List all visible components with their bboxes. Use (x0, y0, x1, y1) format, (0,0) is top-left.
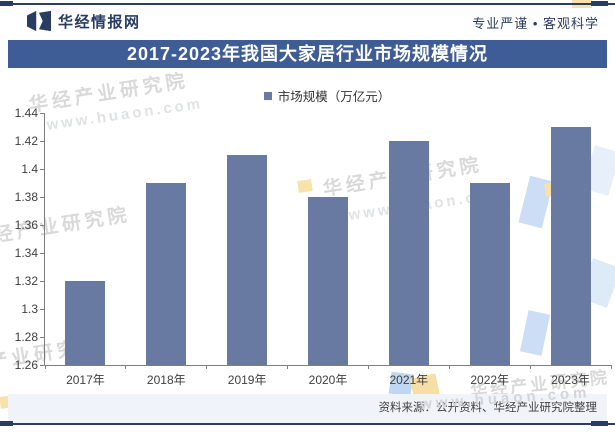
y-axis-tick (40, 280, 44, 282)
y-axis-tick (40, 112, 44, 114)
x-axis-tick (448, 365, 450, 369)
x-axis-tick (44, 365, 46, 369)
bottom-divider-cap (591, 421, 608, 426)
site-header: 华经情报网 (27, 10, 141, 32)
bar-2020年 (308, 197, 348, 365)
site-brand-name: 华经情报网 (58, 13, 141, 31)
top-divider-cap (0, 1, 13, 6)
top-divider (0, 3, 615, 5)
site-slogan: 专业严谨 • 客观科学 (472, 16, 599, 31)
y-axis-tick (40, 336, 44, 338)
bar-chart-plot-area: 1.26 1.28 1.3 1.32 1.34 1.36 1.38 1.4 1.42 1.44 20… (15, 106, 612, 387)
x-axis-label: 2019年 (227, 373, 267, 387)
x-axis-tick (610, 365, 612, 369)
y-axis-tick-label: 1.36 (14, 218, 38, 232)
x-axis-tick (206, 365, 208, 369)
source-text: 资料来源：公开资料、华经产业研究院整理 (378, 402, 598, 414)
legend-swatch-icon (263, 91, 272, 100)
x-axis-tick (287, 365, 289, 369)
bottom-divider-cap (0, 421, 13, 426)
y-axis-tick-label: 1.38 (14, 190, 38, 204)
chart-title: 2017-2023年我国大家居行业市场规模情况 (8, 40, 607, 68)
x-axis-label: 2020年 (308, 373, 348, 387)
y-axis-tick-label: 1.4 (21, 162, 38, 176)
bar-2022年 (469, 183, 510, 365)
x-axis-label: 2022年 (470, 373, 510, 387)
y-axis-tick (40, 308, 44, 310)
y-axis-tick-label: 1.32 (14, 274, 38, 288)
y-axis-tick-label: 1.28 (14, 330, 38, 344)
y-axis-tick-label: 1.44 (14, 106, 38, 120)
x-axis-tick (125, 365, 127, 369)
bar-2019年 (227, 155, 268, 365)
top-divider-cap (591, 1, 608, 6)
y-axis-tick (40, 224, 44, 226)
source-footer: 资料来源：公开资料、华经产业研究院整理 (8, 394, 607, 423)
y-axis-tick-label: 1.3 (21, 302, 38, 316)
bottom-divider (0, 423, 615, 425)
y-axis-tick (40, 252, 44, 254)
bar-2021年 (388, 141, 429, 365)
y-axis-tick-label: 1.34 (14, 246, 38, 260)
y-axis-tick (40, 196, 44, 198)
bar-2018年 (146, 183, 187, 365)
x-axis-label: 2023年 (551, 373, 590, 387)
legend-label: 市场规模（万亿元） (277, 90, 391, 104)
x-axis-label: 2021年 (389, 373, 429, 387)
chart-legend: 市场规模（万亿元） (44, 86, 610, 105)
x-axis-label: 2018年 (146, 373, 186, 387)
huajing-logo-icon (27, 10, 51, 32)
x-axis-label: 2017年 (66, 373, 105, 387)
y-axis-tick-label: 1.26 (14, 358, 38, 372)
bar-2023年 (550, 127, 591, 365)
y-axis-tick (40, 364, 44, 366)
y-axis-tick (40, 140, 44, 142)
x-axis-tick (367, 365, 369, 369)
y-axis-tick (40, 168, 44, 170)
y-axis-tick-label: 1.42 (14, 134, 38, 148)
bar-2017年 (65, 281, 106, 365)
x-axis-tick (529, 365, 531, 369)
